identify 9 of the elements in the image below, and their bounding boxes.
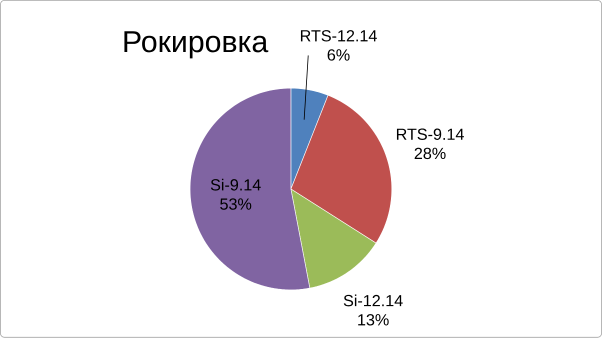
chart-title: Рокировка — [124, 31, 268, 58]
slice-label: RTS-12.14 — [300, 30, 377, 42]
slice-label: Si-9.14 — [210, 178, 261, 191]
slice-label: Si-12.14 — [344, 294, 403, 306]
data-label: 13% — [358, 314, 389, 326]
data-label: 28% — [414, 148, 446, 160]
data-label: 6% — [328, 49, 350, 61]
slice-label: RTS-9.14 — [396, 128, 464, 140]
data-label: 53% — [220, 198, 252, 210]
